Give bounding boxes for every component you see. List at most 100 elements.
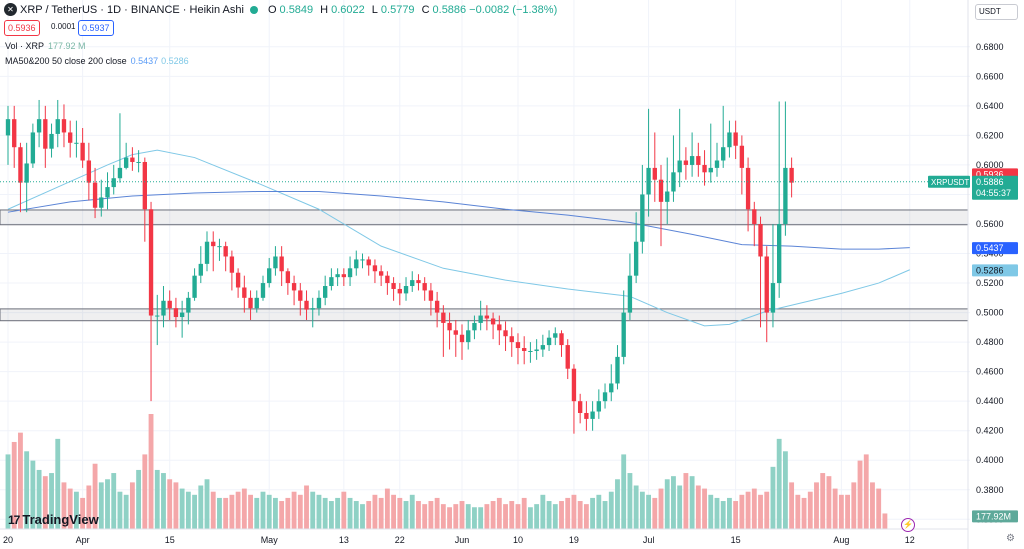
open-value: 0.5849 xyxy=(279,3,314,16)
candle-body xyxy=(179,312,185,318)
volume-bar xyxy=(726,497,732,529)
volume-bar xyxy=(664,479,670,529)
volume-bar xyxy=(658,488,664,529)
volume-bar xyxy=(73,491,79,529)
volume-bar xyxy=(453,504,459,529)
volume-bar xyxy=(185,491,191,529)
volume-bar xyxy=(272,497,278,529)
candle-body xyxy=(459,334,465,343)
volume-bar xyxy=(465,504,471,529)
candle-body xyxy=(702,164,707,173)
candle-body xyxy=(223,246,228,257)
volume-bar xyxy=(565,497,571,529)
candle-body xyxy=(658,179,664,202)
price-tag xyxy=(972,264,1018,277)
time-tick-label: 15 xyxy=(731,535,741,545)
tradingview-logo-icon: 17 xyxy=(8,512,20,527)
volume-bar xyxy=(695,485,701,529)
volume-bar xyxy=(789,482,795,529)
volume-bar xyxy=(776,438,782,529)
volume-bar xyxy=(646,494,652,529)
candle-body xyxy=(789,167,794,183)
candle-body xyxy=(36,119,42,133)
volume-bar xyxy=(795,494,801,529)
candle-body xyxy=(372,265,378,272)
volume-bar xyxy=(198,485,204,529)
volume-bar xyxy=(577,501,583,529)
candle-body xyxy=(354,259,359,269)
candle-body xyxy=(559,333,564,346)
candle-body xyxy=(609,383,614,393)
candle-body xyxy=(546,337,552,346)
high-value: 0.6022 xyxy=(331,3,365,16)
settings-gear-icon[interactable]: ⚙ xyxy=(1006,533,1015,544)
candle-body xyxy=(335,274,340,278)
symbol-title[interactable]: XRP / TetherUS · 1D · BINANCE · Heikin A… xyxy=(20,3,244,16)
candle-body xyxy=(254,297,259,309)
candle-body xyxy=(739,145,745,168)
candle-body xyxy=(12,119,17,148)
lightning-icon[interactable]: ⚡ xyxy=(901,518,915,532)
volume-bar xyxy=(571,494,577,529)
candle-body xyxy=(310,308,315,310)
volume-bar xyxy=(814,482,819,529)
volume-bar xyxy=(428,501,434,529)
volume-indicator-legend[interactable]: Vol · XRP 177.92 M xyxy=(5,41,86,51)
candle-body xyxy=(602,392,608,402)
close-value: 0.5886 xyxy=(432,3,467,16)
candle-body xyxy=(378,271,384,276)
candle-body xyxy=(484,315,490,319)
price-tick-label: 0.6800 xyxy=(976,42,1004,52)
volume-bar xyxy=(782,451,788,529)
volume-bar xyxy=(583,504,589,529)
time-tick-label: 22 xyxy=(395,535,405,545)
candle-body xyxy=(211,241,216,247)
time-axis[interactable]: 20 Apr 15 May 13 22 Jun 10 19 Jul 15 Aug 12 xyxy=(0,528,968,545)
candle-body xyxy=(68,132,73,143)
candle-body xyxy=(92,182,98,208)
price-tick-label: 0.6400 xyxy=(976,101,1004,111)
candle-body xyxy=(155,315,160,317)
volume-bar xyxy=(154,469,160,529)
candle-body xyxy=(391,283,396,289)
volume-bar xyxy=(67,488,73,529)
candle-body xyxy=(291,283,297,291)
candle-body xyxy=(640,194,645,242)
volume-bar xyxy=(179,488,185,529)
price-tag-text: 0.5286 xyxy=(976,265,1004,275)
tradingview-logo[interactable]: 17 TradingView xyxy=(8,512,99,527)
candle-body xyxy=(453,330,458,335)
buy-button[interactable]: 0.5937 xyxy=(78,20,114,36)
volume-bar xyxy=(459,501,465,529)
candle-body xyxy=(478,315,483,323)
volume-bar xyxy=(745,491,751,529)
volume-bar xyxy=(751,488,757,529)
currency-select[interactable]: USDT xyxy=(975,4,1018,20)
volume-bar xyxy=(633,485,639,529)
ma-indicator-legend[interactable]: MA50&200 50 close 200 close 0.5437 0.5286 xyxy=(5,56,189,66)
ma200-value: 0.5286 xyxy=(161,56,189,66)
volume-bar xyxy=(229,494,235,529)
candle-body xyxy=(186,297,191,313)
volume-bar xyxy=(627,473,633,529)
price-tick-label: 0.3800 xyxy=(976,485,1004,495)
sell-button[interactable]: 0.5936 xyxy=(4,20,40,36)
volume-bar xyxy=(689,476,695,529)
volume-bar xyxy=(316,494,322,529)
candle-body xyxy=(273,256,278,269)
price-tick-label: 0.5200 xyxy=(976,278,1004,288)
volume-bar xyxy=(590,497,596,529)
volume-bar xyxy=(838,494,844,529)
volume-bar xyxy=(123,494,129,529)
volume-bar xyxy=(509,501,515,529)
volume-bar xyxy=(478,507,484,529)
volume-bar xyxy=(167,479,173,529)
price-tag-text: 0.5437 xyxy=(976,243,1004,253)
candle-body xyxy=(540,345,546,350)
volume-bar xyxy=(876,488,882,529)
candle-body xyxy=(683,160,689,165)
volume-bar xyxy=(409,494,415,529)
candle-body xyxy=(441,312,446,323)
volume-bar xyxy=(161,473,166,529)
